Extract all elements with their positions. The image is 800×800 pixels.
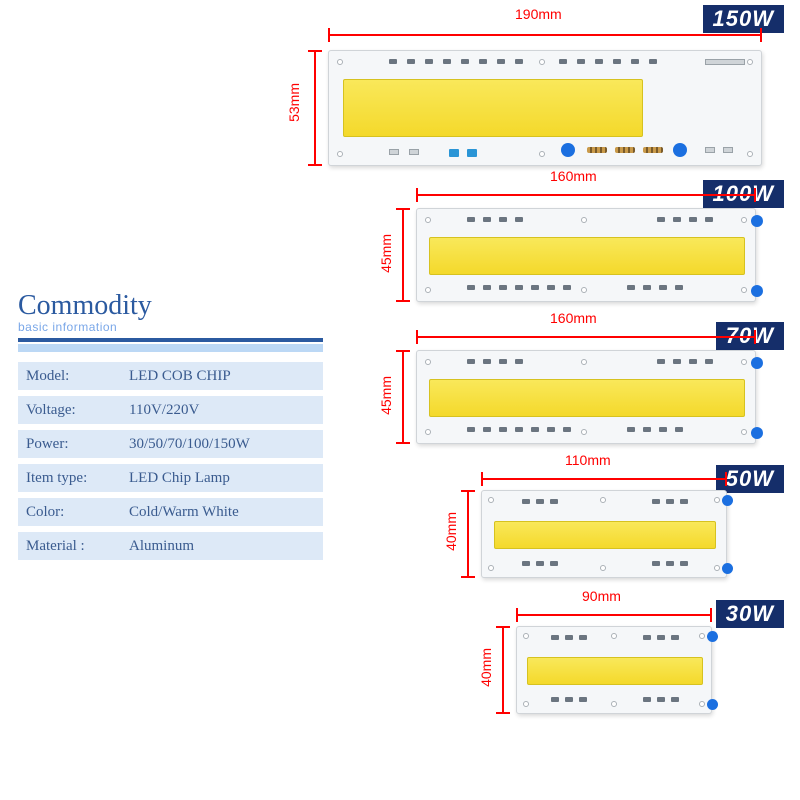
chip-70 [416, 350, 756, 444]
info-title: Commodity [18, 290, 323, 322]
info-label: Item type: [18, 470, 123, 487]
ruler-v-50 [461, 490, 475, 578]
info-label: Power: [18, 436, 123, 453]
info-value: Cold/Warm White [123, 504, 323, 521]
info-divider-dark [18, 338, 323, 342]
chip-block-50: 110mm 40mm [455, 460, 775, 580]
led-strip [527, 657, 703, 685]
ruler-h-150 [328, 28, 762, 42]
ruler-h-100 [416, 188, 756, 202]
info-label: Model: [18, 368, 123, 385]
info-value: LED COB CHIP [123, 368, 323, 385]
height-label-70: 45mm [378, 376, 394, 415]
height-label-50: 40mm [443, 512, 459, 551]
info-subtitle: basic information [18, 320, 323, 334]
info-value: LED Chip Lamp [123, 470, 323, 487]
info-divider-light [18, 344, 323, 352]
chip-block-30: 90mm 40mm [490, 596, 780, 716]
width-label-100: 160mm [550, 168, 597, 184]
info-row-power: Power: 30/50/70/100/150W [18, 430, 323, 458]
led-strip [494, 521, 716, 549]
info-panel: Commodity basic information Model: LED C… [18, 290, 323, 566]
width-label-30: 90mm [582, 588, 621, 604]
info-value: 110V/220V [123, 402, 323, 419]
height-label-30: 40mm [478, 648, 494, 687]
width-label-150: 190mm [515, 6, 562, 22]
width-label-50: 110mm [565, 452, 611, 468]
ruler-v-150 [308, 50, 322, 166]
info-row-itemtype: Item type: LED Chip Lamp [18, 464, 323, 492]
chip-block-70: 160mm 45mm [390, 320, 780, 450]
ruler-v-100 [396, 208, 410, 302]
width-label-70: 160mm [550, 310, 597, 326]
info-label: Color: [18, 504, 123, 521]
info-row-model: Model: LED COB CHIP [18, 362, 323, 390]
led-strip [429, 237, 745, 275]
info-label: Material : [18, 538, 123, 555]
chip-block-150: 190mm 53mm [300, 28, 770, 178]
led-strip [343, 79, 643, 137]
chip-30 [516, 626, 712, 714]
info-value: Aluminum [123, 538, 323, 555]
ruler-h-70 [416, 330, 756, 344]
chip-100 [416, 208, 756, 302]
info-row-color: Color: Cold/Warm White [18, 498, 323, 526]
info-row-material: Material : Aluminum [18, 532, 323, 560]
info-row-voltage: Voltage: 110V/220V [18, 396, 323, 424]
info-label: Voltage: [18, 402, 123, 419]
led-strip [429, 379, 745, 417]
info-value: 30/50/70/100/150W [123, 436, 323, 453]
height-label-100: 45mm [378, 234, 394, 273]
ruler-h-30 [516, 608, 712, 622]
ruler-h-50 [481, 472, 727, 486]
ruler-v-30 [496, 626, 510, 714]
chip-block-100: 160mm 45mm [390, 178, 780, 308]
height-label-150: 53mm [286, 83, 302, 122]
chip-50 [481, 490, 727, 578]
chip-150 [328, 50, 762, 166]
ruler-v-70 [396, 350, 410, 444]
